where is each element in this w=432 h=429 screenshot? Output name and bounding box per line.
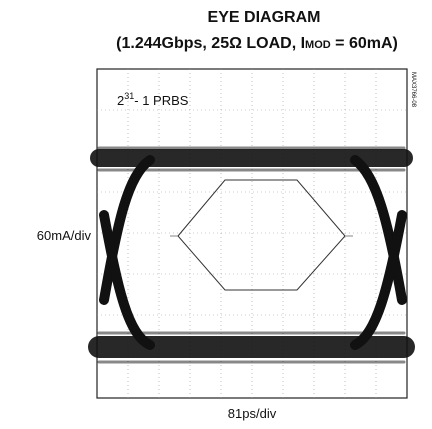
title: EYE DIAGRAM (208, 9, 321, 26)
figure-id: MAX3766-08 (410, 72, 416, 108)
subtitle-subscript: MOD (305, 39, 331, 51)
x-scale-label: 81ps/div (228, 406, 277, 421)
subtitle-text: = 60mA) (331, 35, 398, 52)
y-scale-label: 60mA/div (37, 228, 92, 243)
pattern-rest: - 1 PRBS (134, 93, 189, 108)
pattern-base: 2 (117, 93, 124, 108)
subtitle: (1.244Gbps, 25Ω LOAD, IMOD = 60mA) (116, 35, 398, 52)
page: EYE DIAGRAM (1.244Gbps, 25Ω LOAD, IMOD =… (0, 0, 432, 429)
pattern-exponent: 31 (124, 91, 134, 101)
subtitle-text: (1.244Gbps, 25Ω LOAD, I (116, 35, 305, 52)
